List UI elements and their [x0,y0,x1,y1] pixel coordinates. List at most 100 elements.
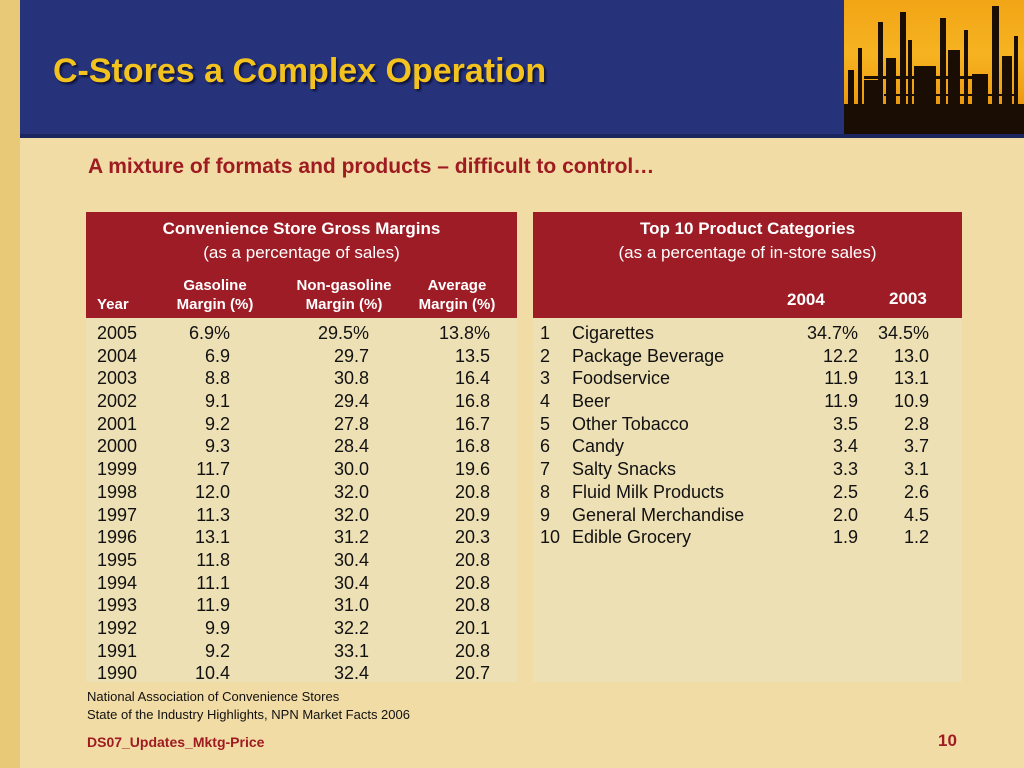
non-gasoline-margin-cell: 31.0 [333,595,369,616]
value-2003-cell: 3.1 [903,459,929,480]
refinery-photo [844,0,1024,134]
average-margin-cell: 13.8% [438,323,490,343]
rank-cell: 9 [540,504,551,525]
table-row: 2 Package Beverage 12.2 13.0 [533,345,962,368]
average-margin-cell: 20.8 [454,549,490,570]
non-gasoline-margin-cell: 27.8 [333,413,369,434]
category-name-cell: Edible Grocery [572,527,692,548]
year-cell: 2002 [97,391,138,412]
average-margin-cell: 20.8 [454,481,490,502]
column-header-non-gasoline-line2: Margin (%) [305,296,383,313]
table-row: 1992 9.9 32.2 20.1 [86,617,517,640]
non-gasoline-margin-cell: 30.4 [333,549,369,570]
gasoline-margin-cell: 11.9 [196,595,230,616]
table-row: 2001 9.2 27.8 16.7 [86,413,517,436]
non-gasoline-margin-cell: 31.2 [333,527,369,548]
year-cell: 1999 [97,459,138,480]
year-cell: 2000 [97,436,138,457]
table-row: 1997 11.3 32.0 20.9 [86,504,517,527]
average-margin-cell: 16.8 [454,436,490,457]
category-name-cell: Beer [572,391,611,412]
non-gasoline-margin-cell: 32.0 [333,481,369,502]
rank-cell: 6 [540,436,551,457]
gasoline-margin-cell: 9.2 [204,640,230,661]
product-categories-rows: 1 Cigarettes 34.7% 34.5% 2 Package Beverage 12… [533,322,962,549]
gasoline-margin-cell: 11.1 [196,572,230,593]
year-cell: 2003 [97,368,138,389]
footer-code: DS07_Updates_Mktg-Price [87,734,265,750]
category-name-cell: Package Beverage [572,345,725,366]
category-name-cell: Fluid Milk Products [572,481,725,502]
gasoline-margin-cell: 12.0 [194,481,230,502]
source-note: National Association of Convenience Stor… [87,688,410,724]
average-margin-cell: 19.6 [454,459,490,480]
header-band [20,0,844,134]
header-divider [20,134,1024,138]
year-cell: 2004 [97,345,138,366]
value-2003-cell: 2.8 [903,413,929,434]
table-row: 1995 11.8 30.4 20.8 [86,549,517,572]
column-header-2004: 2004 [787,290,825,309]
column-header-average-line1: Average [427,277,487,294]
gasoline-margin-cell: 11.7 [196,459,230,480]
table-row: 1996 13.1 31.2 20.3 [86,526,517,549]
non-gasoline-margin-cell: 29.4 [333,391,369,412]
table-row: 1990 10.4 32.4 20.7 [86,662,517,685]
year-cell: 1994 [97,572,138,593]
category-name-cell: General Merchandise [572,504,745,525]
average-margin-cell: 16.8 [454,391,490,412]
year-cell: 1997 [97,504,138,525]
value-2004-cell: 11.9 [824,368,858,389]
table-row: 1999 11.7 30.0 19.6 [86,458,517,481]
table-row: 5 Other Tobacco 3.5 2.8 [533,413,962,436]
category-name-cell: Other Tobacco [572,413,689,434]
value-2004-cell: 11.9 [824,391,858,412]
year-cell: 1993 [97,595,138,616]
non-gasoline-margin-cell: 30.4 [333,572,369,593]
rank-cell: 2 [540,345,551,366]
product-categories-header: Top 10 Product Categories (as a percenta… [533,212,962,318]
gasoline-margin-cell: 10.4 [194,663,230,684]
average-margin-cell: 20.8 [454,595,490,616]
average-margin-cell: 16.4 [454,368,490,389]
table-row: 2004 6.9 29.7 13.5 [86,345,517,368]
product-categories-subtitle: (as a percentage of in-store sales) [618,243,877,262]
table-row: 6 Candy 3.4 3.7 [533,435,962,458]
table-row: 3 Foodservice 11.9 13.1 [533,367,962,390]
rank-cell: 10 [540,527,561,548]
gasoline-margin-cell: 6.9% [188,323,230,343]
table-row: 9 General Merchandise 2.0 4.5 [533,504,962,527]
column-header-average: Average Margin (%) [411,276,503,314]
table-row: 4 Beer 11.9 10.9 [533,390,962,413]
year-cell: 1990 [97,663,138,684]
gasoline-margin-cell: 9.2 [204,413,230,434]
non-gasoline-margin-cell: 32.4 [333,663,369,684]
year-cell: 1995 [97,549,138,570]
average-margin-cell: 20.8 [454,640,490,661]
table-row: 2002 9.1 29.4 16.8 [86,390,517,413]
non-gasoline-margin-cell: 32.0 [333,504,369,525]
slide-subtitle: A mixture of formats and products – diff… [88,155,655,178]
average-margin-cell: 20.1 [454,617,490,638]
average-margin-cell: 20.9 [454,504,490,525]
column-header-non-gasoline-line1: Non-gasoline [296,277,392,294]
category-name-cell: Foodservice [572,368,671,389]
gross-margins-subtitle: (as a percentage of sales) [203,243,400,262]
refinery-silhouette-icon [844,6,1024,134]
non-gasoline-margin-cell: 28.4 [333,436,369,457]
non-gasoline-margin-cell: 30.0 [333,459,369,480]
rank-cell: 5 [540,413,551,434]
column-header-average-line2: Margin (%) [418,296,496,313]
value-2003-cell: 10.9 [893,391,929,412]
gasoline-margin-cell: 13.1 [194,527,230,548]
rank-cell: 1 [540,323,551,343]
rank-cell: 7 [540,459,551,480]
value-2003-cell: 1.2 [903,527,929,548]
column-header-gasoline: Gasoline Margin (%) [170,276,260,314]
value-2003-cell: 13.0 [893,345,929,366]
table-row: 1994 11.1 30.4 20.8 [86,572,517,595]
gasoline-margin-cell: 11.8 [196,549,230,570]
table-row: 2000 9.3 28.4 16.8 [86,435,517,458]
table-row: 7 Salty Snacks 3.3 3.1 [533,458,962,481]
table-row: 1991 9.2 33.1 20.8 [86,640,517,663]
